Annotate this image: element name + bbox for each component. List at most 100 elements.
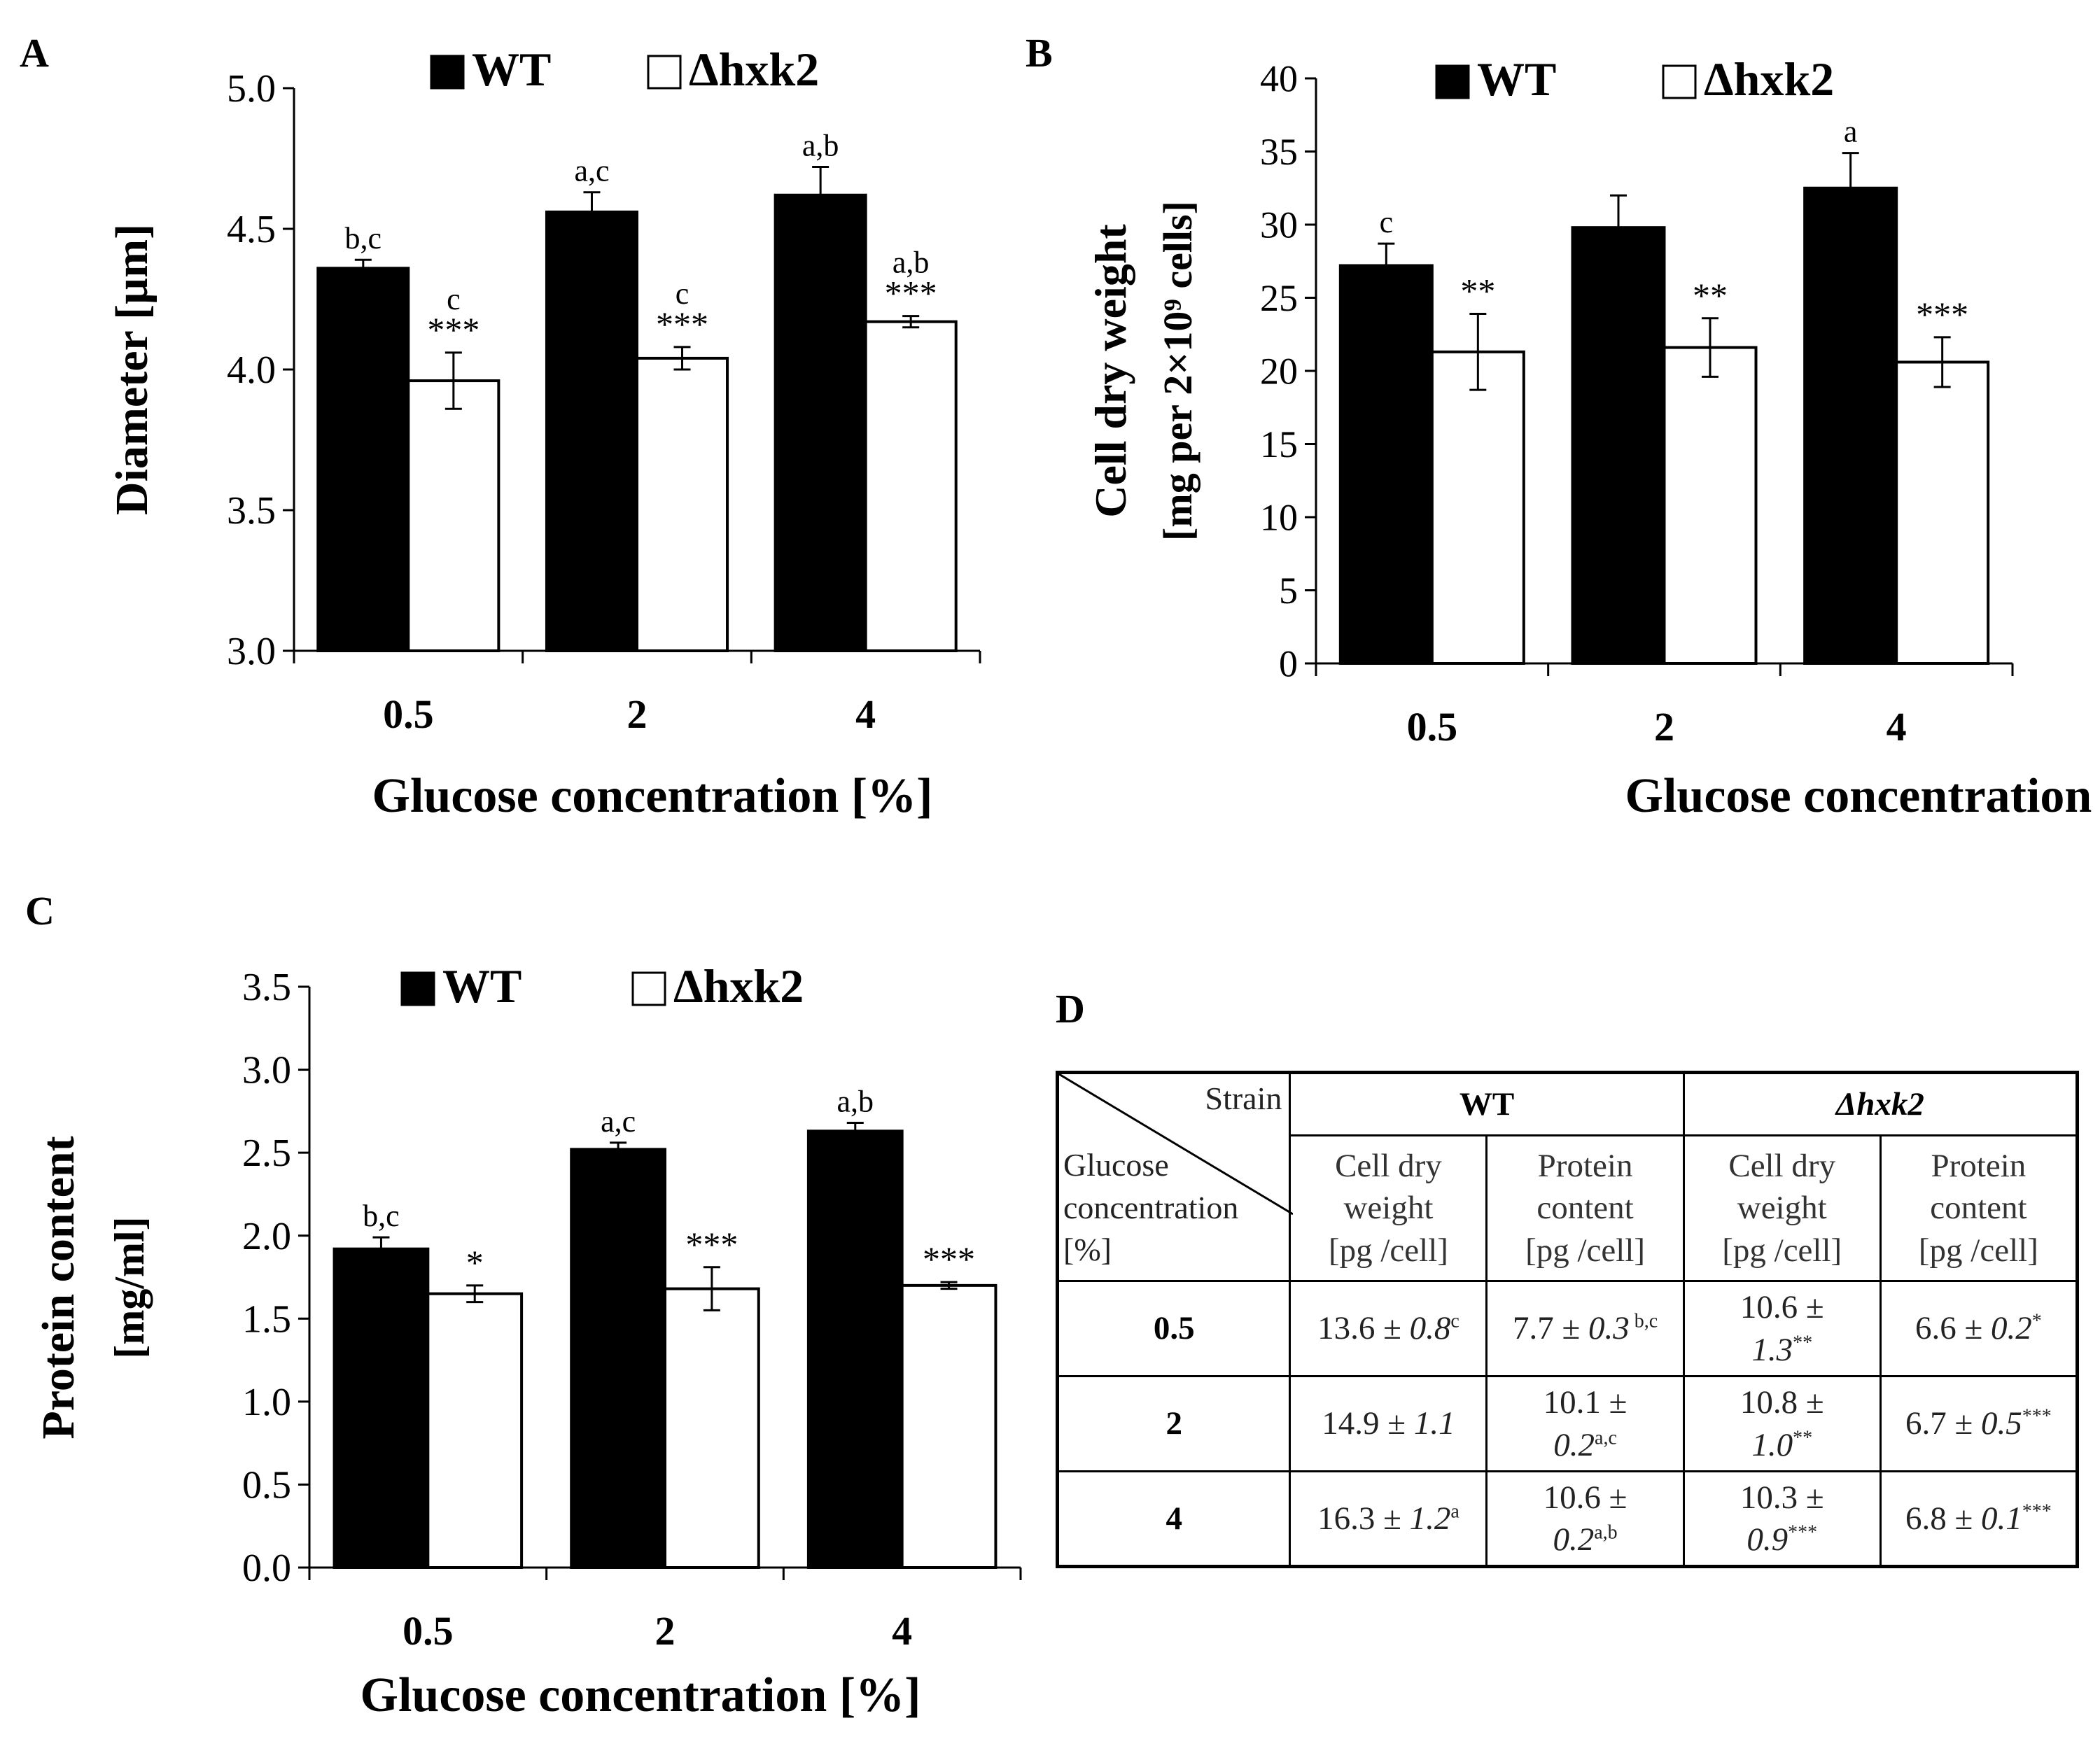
y-tick-label: 5.0 — [227, 67, 276, 111]
y-tick-label: 3.5 — [242, 966, 291, 1009]
panel-label-a: A — [20, 30, 49, 76]
significance-label: c — [676, 276, 690, 311]
y-axis-subtitle: [mg/ml] — [106, 1216, 153, 1358]
summary-table: Strain Glucose concentration [%] WT Δhxk… — [1056, 1071, 2079, 1568]
legend-swatch-wt — [400, 971, 435, 1006]
y-tick-label: 4.5 — [227, 208, 276, 251]
table-subheader-wt-protein: Protein content [pg /cell] — [1485, 1134, 1685, 1282]
y-tick-label: 3.0 — [227, 630, 276, 673]
legend-swatch-hxk2 — [647, 55, 682, 90]
x-tick-label-0-5: 0.5 — [1407, 704, 1458, 749]
y-tick-label: 0.0 — [242, 1547, 291, 1590]
table-cell-hxk2-cdw: 10.8 ±1.0** — [1682, 1375, 1882, 1472]
significance-label: *** — [656, 304, 708, 344]
y-tick-label: 0.5 — [242, 1463, 291, 1507]
legend-label-wt: WT — [472, 43, 551, 96]
x-tick-label-0-5: 0.5 — [383, 691, 434, 737]
panel-label-c: C — [25, 888, 55, 934]
table-cell-hxk2-protein: 6.6 ± 0.2* — [1879, 1280, 2079, 1377]
bar-wt-2 — [1571, 226, 1666, 665]
bar-wt-2 — [545, 210, 639, 652]
table-cell-wt-protein: 10.1 ±0.2a,c — [1485, 1375, 1685, 1472]
significance-label: b,c — [345, 221, 382, 255]
x-tick-label-2: 2 — [1654, 704, 1674, 749]
table-subheader-wt-cdw: Cell dry weight [pg /cell] — [1289, 1134, 1488, 1282]
y-axis-title: Diameter [µm] — [106, 224, 158, 515]
significance-label: *** — [923, 1239, 975, 1279]
significance-label: ** — [1460, 271, 1495, 310]
significance-label: *** — [427, 310, 479, 349]
y-tick-label: 1.5 — [242, 1297, 291, 1341]
table-cell-hxk2-protein: 6.7 ± 0.5*** — [1879, 1375, 2079, 1472]
bar-hxk2-4 — [1895, 360, 1990, 666]
significance-label: a — [1844, 115, 1858, 149]
significance-label: a,c — [601, 1104, 636, 1139]
y-tick-label: 25 — [1260, 277, 1298, 319]
y-tick-label: 30 — [1260, 204, 1298, 246]
significance-label: * — [466, 1243, 484, 1282]
legend-swatch-wt — [1435, 64, 1470, 99]
significance-label: a,b — [837, 1084, 874, 1118]
x-tick-label-4: 4 — [892, 1608, 912, 1654]
bar-hxk2-0-5 — [426, 1292, 524, 1569]
bar-hxk2-4 — [864, 320, 958, 652]
table-glucose-value: 0.5 — [1056, 1280, 1292, 1377]
bar-hxk2-0-5 — [407, 379, 500, 653]
y-tick-label: 0 — [1279, 642, 1298, 684]
y-tick-label: 15 — [1260, 423, 1298, 465]
table-subheader-hxk2-protein: Protein content [pg /cell] — [1879, 1134, 2079, 1282]
legend-swatch-hxk2 — [1662, 64, 1697, 99]
y-tick-label: 2.0 — [242, 1215, 291, 1258]
panel-label-b: B — [1026, 30, 1053, 76]
table-glucose-value: 4 — [1056, 1470, 1292, 1568]
y-tick-label: 35 — [1260, 131, 1298, 173]
table-cell-hxk2-cdw: 10.6 ±1.3** — [1682, 1280, 1882, 1377]
x-axis-title: Glucose concentration [%] — [360, 1668, 921, 1722]
significance-label: a,b — [802, 129, 839, 163]
bar-hxk2-2 — [1662, 346, 1758, 665]
significance-label: b,c — [363, 1199, 400, 1233]
table-cell-wt-cdw: 14.9 ± 1.1 — [1289, 1375, 1488, 1472]
bar-wt-4 — [806, 1129, 904, 1570]
y-tick-label: 40 — [1260, 57, 1298, 99]
x-tick-label-4: 4 — [855, 691, 876, 737]
x-tick-label-2: 2 — [655, 1608, 676, 1654]
bar-wt-0-5 — [332, 1247, 430, 1570]
significance-label: *** — [885, 274, 937, 313]
significance-label: a,c — [574, 154, 609, 188]
panel-label-d: D — [1056, 986, 1085, 1032]
table-cell-wt-cdw: 16.3 ± 1.2a — [1289, 1470, 1488, 1568]
bar-hxk2-4 — [900, 1283, 997, 1569]
bar-wt-2 — [570, 1148, 667, 1569]
bar-wt-4 — [1803, 186, 1898, 665]
corner-strain-label: Strain — [1205, 1080, 1282, 1116]
table-cell-hxk2-cdw: 10.3 ±0.9*** — [1682, 1470, 1882, 1568]
table-row: 4 16.3 ± 1.2a 10.6 ±0.2a,b 10.3 ±0.9*** … — [1056, 1470, 2079, 1568]
table-row: 2 14.9 ± 1.1 10.1 ±0.2a,c 10.8 ±1.0** 6.… — [1056, 1375, 2079, 1472]
y-axis-title: Cell dry weight — [1086, 224, 1135, 518]
legend-label-wt: WT — [1477, 52, 1556, 106]
y-axis-title: Protein content — [33, 1136, 84, 1439]
bar-wt-0-5 — [316, 267, 410, 652]
x-tick-label-0-5: 0.5 — [402, 1608, 454, 1654]
significance-label: c — [1380, 205, 1394, 239]
y-tick-label: 10 — [1260, 496, 1298, 538]
bar-hxk2-2 — [664, 1287, 760, 1569]
significance-label: c — [447, 282, 461, 316]
significance-label: ** — [1693, 276, 1728, 315]
y-tick-label: 3.0 — [242, 1049, 291, 1092]
legend-label-wt: WT — [442, 959, 522, 1013]
table-cell-wt-protein: 7.7 ± 0.3 b,c — [1485, 1280, 1685, 1377]
bar-hxk2-2 — [636, 356, 729, 652]
legend-label-hxk2: Δhxk2 — [1704, 52, 1834, 106]
chart-c-protein-content: 0.00.51.01.52.02.53.03.50.5 2 4b,ca,ca,b* *… — [33, 959, 1022, 1722]
corner-diagonal — [1059, 1074, 1293, 1216]
y-tick-label: 5 — [1279, 570, 1298, 612]
legend-label-hxk2: Δhxk2 — [689, 43, 819, 96]
significance-label: a,b — [892, 246, 930, 280]
table-cell-wt-protein: 10.6 ±0.2a,b — [1485, 1470, 1685, 1568]
bar-wt-4 — [774, 193, 867, 652]
y-tick-label: 2.5 — [242, 1132, 291, 1175]
x-axis-title: Glucose concentration [%] — [1625, 769, 2100, 823]
